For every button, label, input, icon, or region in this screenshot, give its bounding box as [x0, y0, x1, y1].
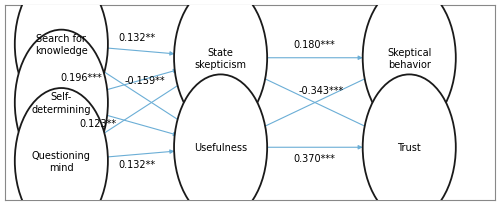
Ellipse shape — [362, 0, 456, 131]
Text: Search for
knowledge: Search for knowledge — [35, 34, 88, 56]
Text: Self-
determining: Self- determining — [32, 92, 91, 114]
Ellipse shape — [174, 0, 267, 131]
Text: 0.132**: 0.132** — [118, 159, 156, 169]
Text: State
skepticism: State skepticism — [194, 47, 246, 70]
Ellipse shape — [15, 89, 108, 206]
Text: 0.196***: 0.196*** — [60, 73, 102, 83]
Text: 0.123**: 0.123** — [80, 118, 116, 128]
Text: Usefulness: Usefulness — [194, 143, 247, 152]
Text: 0.180***: 0.180*** — [294, 40, 336, 50]
Ellipse shape — [15, 30, 108, 176]
Text: -0.159**: -0.159** — [124, 76, 165, 86]
Ellipse shape — [174, 75, 267, 206]
Text: 0.132**: 0.132** — [118, 33, 156, 43]
Ellipse shape — [15, 0, 108, 117]
Text: Questioning
mind: Questioning mind — [32, 150, 91, 172]
Text: -0.343***: -0.343*** — [298, 85, 344, 95]
Text: Trust: Trust — [398, 143, 421, 152]
Text: Skeptical
behavior: Skeptical behavior — [387, 47, 432, 70]
Text: 0.370***: 0.370*** — [294, 153, 336, 163]
Ellipse shape — [362, 75, 456, 206]
